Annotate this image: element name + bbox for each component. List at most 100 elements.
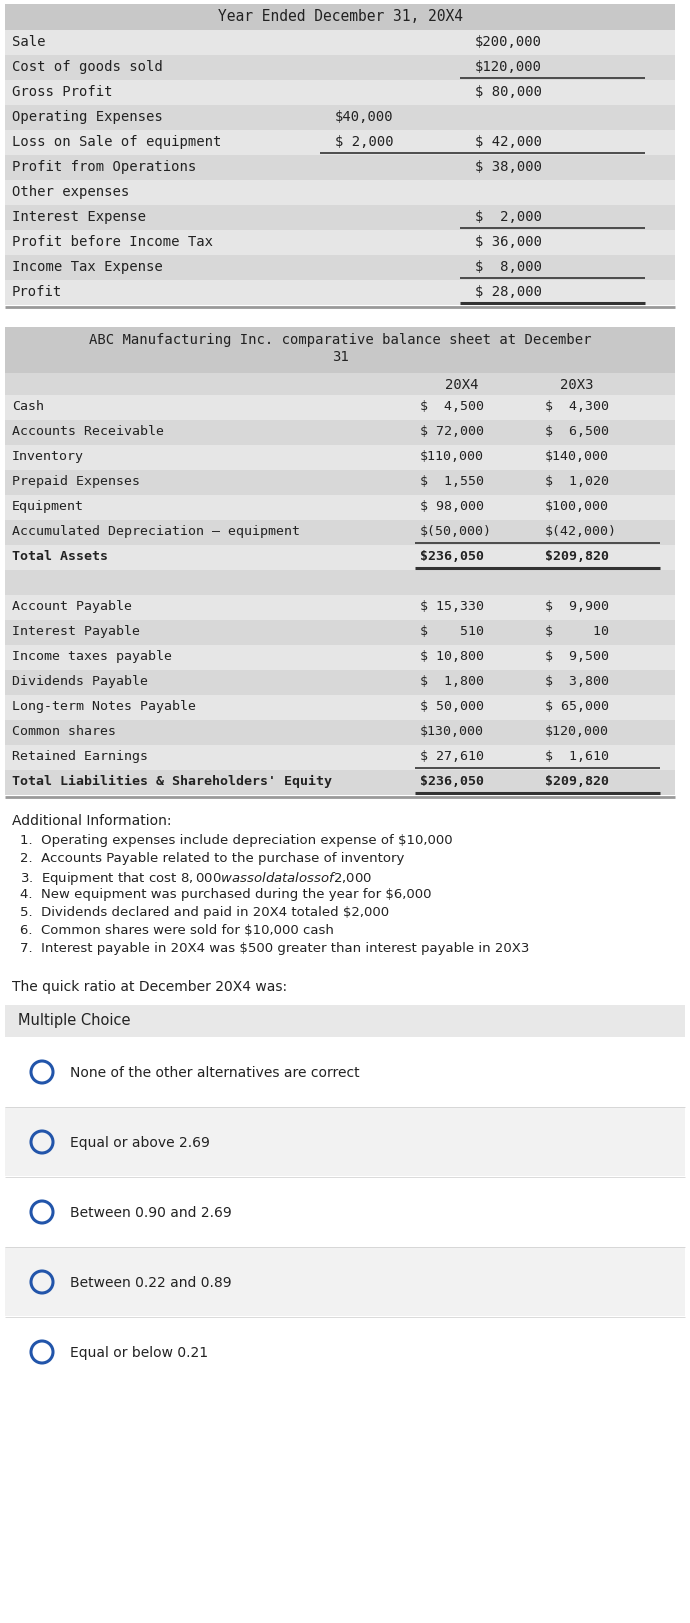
Bar — [5, 131, 675, 156]
Text: $ 80,000: $ 80,000 — [475, 84, 542, 99]
Bar — [5, 256, 675, 281]
Text: Inventory: Inventory — [12, 450, 84, 463]
Text: Year Ended December 31, 20X4: Year Ended December 31, 20X4 — [217, 10, 462, 24]
Text: Loss on Sale of equipment: Loss on Sale of equipment — [12, 135, 221, 149]
Text: 4.  New equipment was purchased during the year for $6,000: 4. New equipment was purchased during th… — [20, 888, 431, 901]
Bar — [5, 596, 675, 620]
Text: $  1,610: $ 1,610 — [545, 750, 609, 763]
Bar — [5, 446, 675, 471]
Text: Retained Earnings: Retained Earnings — [12, 750, 148, 763]
Bar — [5, 670, 675, 696]
Text: $ 42,000: $ 42,000 — [475, 135, 542, 149]
Bar — [5, 1107, 685, 1177]
Bar — [5, 696, 675, 721]
Text: $200,000: $200,000 — [475, 36, 542, 49]
Text: $  2,000: $ 2,000 — [475, 209, 542, 224]
Text: Profit from Operations: Profit from Operations — [12, 161, 196, 174]
Text: 7.  Interest payable in 20X4 was $500 greater than interest payable in 20X3: 7. Interest payable in 20X4 was $500 gre… — [20, 941, 529, 954]
Text: $209,820: $209,820 — [545, 550, 609, 563]
Text: Common shares: Common shares — [12, 724, 116, 737]
Text: $     10: $ 10 — [545, 625, 609, 638]
Text: $40,000: $40,000 — [335, 110, 393, 123]
Text: Income taxes payable: Income taxes payable — [12, 649, 172, 662]
Bar — [5, 1005, 685, 1037]
Text: Total Assets: Total Assets — [12, 550, 108, 563]
Bar — [5, 620, 675, 646]
Text: $209,820: $209,820 — [545, 774, 609, 787]
Text: Interest Expense: Interest Expense — [12, 209, 146, 224]
Text: $  8,000: $ 8,000 — [475, 260, 542, 274]
Text: Account Payable: Account Payable — [12, 599, 132, 612]
Bar — [5, 1177, 685, 1246]
Text: Between 0.22 and 0.89: Between 0.22 and 0.89 — [70, 1276, 232, 1289]
Text: Profit before Income Tax: Profit before Income Tax — [12, 235, 213, 248]
Bar — [5, 373, 675, 396]
Bar — [5, 281, 675, 305]
Text: $    510: $ 510 — [420, 625, 484, 638]
Text: 20X4: 20X4 — [445, 378, 478, 391]
Text: 5.  Dividends declared and paid in 20X4 totaled $2,000: 5. Dividends declared and paid in 20X4 t… — [20, 906, 389, 919]
Text: Gross Profit: Gross Profit — [12, 84, 112, 99]
Bar — [5, 771, 675, 795]
Text: $ 72,000: $ 72,000 — [420, 425, 484, 438]
Bar — [5, 206, 675, 230]
Text: $  6,500: $ 6,500 — [545, 425, 609, 438]
Text: $  1,020: $ 1,020 — [545, 474, 609, 487]
Text: $130,000: $130,000 — [420, 724, 484, 737]
Text: $110,000: $110,000 — [420, 450, 484, 463]
Text: $ 65,000: $ 65,000 — [545, 700, 609, 712]
Text: $ 10,800: $ 10,800 — [420, 649, 484, 662]
Text: $  9,900: $ 9,900 — [545, 599, 609, 612]
Text: Equal or above 2.69: Equal or above 2.69 — [70, 1136, 210, 1149]
Text: $  1,800: $ 1,800 — [420, 675, 484, 688]
Text: Interest Payable: Interest Payable — [12, 625, 140, 638]
Text: $ 38,000: $ 38,000 — [475, 161, 542, 174]
Text: Prepaid Expenses: Prepaid Expenses — [12, 474, 140, 487]
Bar — [5, 471, 675, 495]
Text: Profit: Profit — [12, 284, 62, 299]
Text: Multiple Choice: Multiple Choice — [18, 1013, 130, 1027]
Text: $ 15,330: $ 15,330 — [420, 599, 484, 612]
Text: $120,000: $120,000 — [545, 724, 609, 737]
Text: $  1,550: $ 1,550 — [420, 474, 484, 487]
Text: 31: 31 — [332, 351, 348, 364]
Bar — [5, 721, 675, 745]
Text: $236,050: $236,050 — [420, 550, 484, 563]
Text: ABC Manufacturing Inc. comparative balance sheet at December: ABC Manufacturing Inc. comparative balan… — [89, 333, 591, 347]
Text: Income Tax Expense: Income Tax Expense — [12, 260, 163, 274]
Text: $  4,500: $ 4,500 — [420, 399, 484, 412]
Text: Operating Expenses: Operating Expenses — [12, 110, 163, 123]
Text: Between 0.90 and 2.69: Between 0.90 and 2.69 — [70, 1206, 232, 1219]
Bar — [5, 545, 675, 571]
Text: Dividends Payable: Dividends Payable — [12, 675, 148, 688]
Bar — [5, 495, 675, 521]
Text: Total Liabilities & Shareholders' Equity: Total Liabilities & Shareholders' Equity — [12, 774, 332, 787]
Text: Accounts Receivable: Accounts Receivable — [12, 425, 164, 438]
Text: Other expenses: Other expenses — [12, 185, 129, 200]
Bar — [5, 230, 675, 256]
Text: $ 50,000: $ 50,000 — [420, 700, 484, 712]
Text: The quick ratio at December 20X4 was:: The quick ratio at December 20X4 was: — [12, 979, 287, 993]
Text: 6.  Common shares were sold for $10,000 cash: 6. Common shares were sold for $10,000 c… — [20, 923, 334, 936]
Bar — [5, 180, 675, 206]
Bar — [5, 521, 675, 545]
Text: Long-term Notes Payable: Long-term Notes Payable — [12, 700, 196, 712]
Text: 20X3: 20X3 — [560, 378, 593, 391]
Text: Accumulated Depreciation – equipment: Accumulated Depreciation – equipment — [12, 524, 300, 537]
Text: Cost of goods sold: Cost of goods sold — [12, 60, 163, 75]
Bar — [5, 745, 675, 771]
Bar — [5, 81, 675, 105]
Text: 3.  Equipment that cost $8,000 was sold at a loss of $2,000: 3. Equipment that cost $8,000 was sold a… — [20, 870, 373, 886]
Bar — [5, 5, 675, 31]
Text: Equal or below 0.21: Equal or below 0.21 — [70, 1345, 208, 1358]
Bar — [5, 1318, 685, 1386]
Text: Additional Information:: Additional Information: — [12, 813, 172, 828]
Text: 1.  Operating expenses include depreciation expense of $10,000: 1. Operating expenses include depreciati… — [20, 834, 453, 847]
Text: $ 28,000: $ 28,000 — [475, 284, 542, 299]
Text: $140,000: $140,000 — [545, 450, 609, 463]
Text: 2.  Accounts Payable related to the purchase of inventory: 2. Accounts Payable related to the purch… — [20, 852, 404, 865]
Text: None of the other alternatives are correct: None of the other alternatives are corre… — [70, 1065, 359, 1079]
Text: $ 27,610: $ 27,610 — [420, 750, 484, 763]
Bar — [5, 1246, 685, 1316]
Bar — [5, 571, 675, 596]
